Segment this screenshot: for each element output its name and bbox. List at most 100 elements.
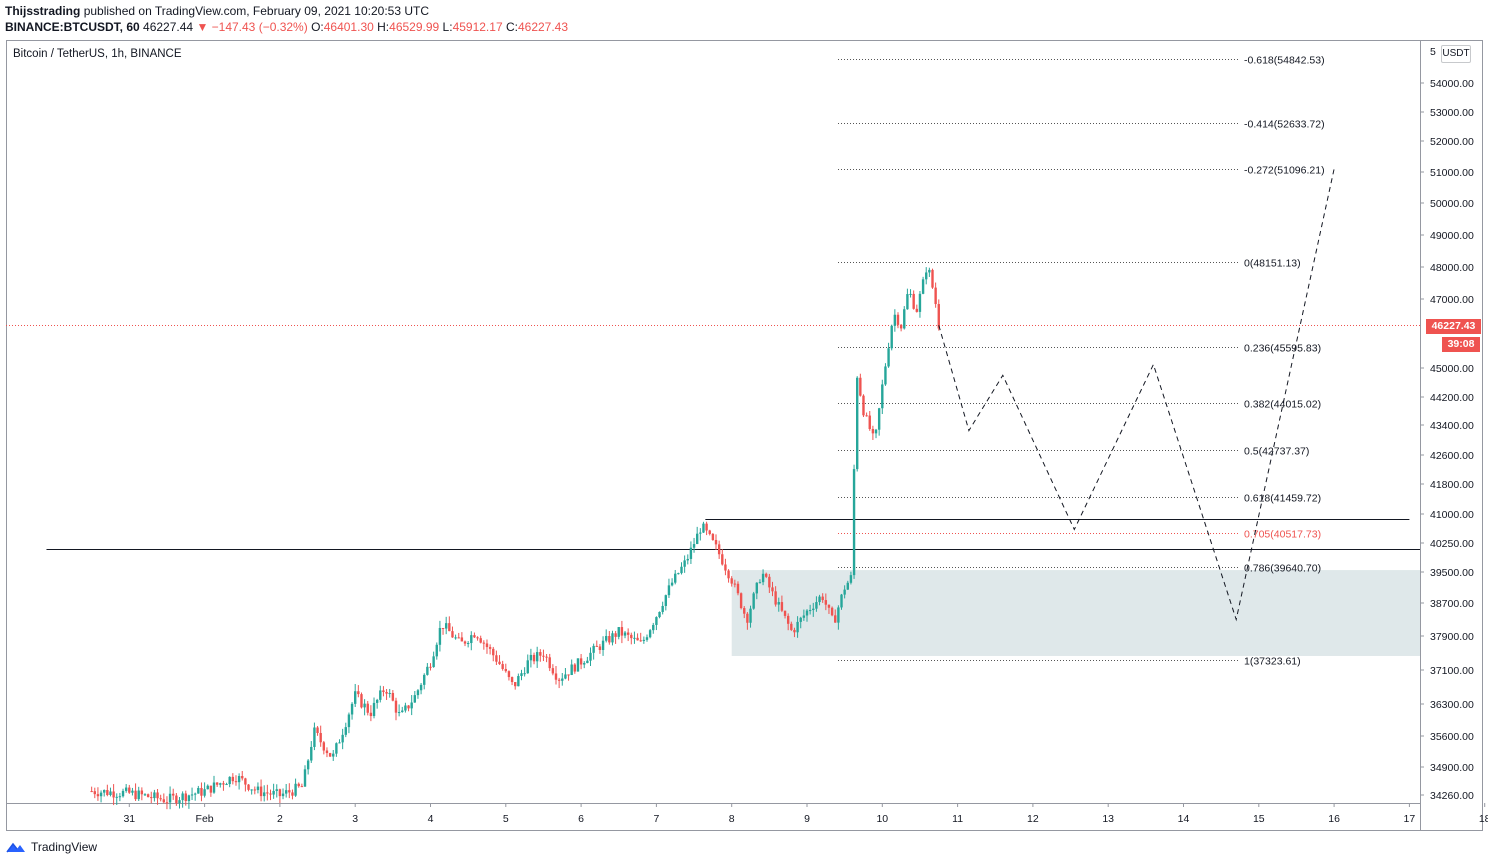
x-tick-label: 7 xyxy=(653,813,659,825)
candle-body xyxy=(620,627,624,636)
candle-body xyxy=(840,594,843,608)
candle-body xyxy=(783,610,787,616)
candle-body xyxy=(510,677,514,683)
candle-body xyxy=(877,408,881,430)
candle-body xyxy=(805,610,809,616)
candle-body xyxy=(812,608,815,611)
candle-body xyxy=(488,647,492,649)
candle-body xyxy=(466,643,470,645)
x-tick-label: 6 xyxy=(578,813,584,825)
candle-body xyxy=(539,652,542,656)
candle-body xyxy=(699,532,702,534)
candle-body xyxy=(237,776,241,783)
x-tick-label: Feb xyxy=(196,813,214,825)
y-tick-label: 41800.00 xyxy=(1430,479,1474,491)
candle-body xyxy=(278,789,282,797)
candle-body xyxy=(197,788,200,794)
candle-body xyxy=(915,308,919,312)
candle-body xyxy=(856,377,859,470)
candle-body xyxy=(786,615,790,624)
candle-body xyxy=(683,560,686,567)
candle-body xyxy=(338,742,341,744)
candle-body xyxy=(871,428,875,434)
candle-body xyxy=(680,566,683,574)
candle-body xyxy=(485,643,489,648)
candle-body xyxy=(300,786,304,788)
candle-body xyxy=(385,692,388,694)
y-tick-label: 34260.00 xyxy=(1430,790,1474,802)
candle-body xyxy=(382,690,385,693)
candle-body xyxy=(112,791,115,798)
current-price-tag: 46227.43 xyxy=(1426,319,1481,334)
candle-body xyxy=(121,790,125,797)
candle-body xyxy=(793,629,796,633)
candle-body xyxy=(435,644,438,657)
y-tick-label: 37900.00 xyxy=(1430,631,1474,643)
candle-body xyxy=(504,668,507,672)
footer-brand[interactable]: TradingView xyxy=(31,840,98,854)
candle-body xyxy=(702,523,705,533)
candle-body xyxy=(586,660,589,664)
candle-body xyxy=(564,674,567,679)
x-tick-label: 10 xyxy=(876,813,888,825)
candle-body xyxy=(802,615,806,618)
candle-body xyxy=(611,633,614,643)
candle-body xyxy=(429,666,432,668)
candle-body xyxy=(162,799,166,803)
candle-body xyxy=(256,786,260,791)
x-tick-label: 2 xyxy=(277,813,283,825)
x-tick-label: 15 xyxy=(1253,813,1265,825)
candle-body xyxy=(219,783,222,785)
candle-body xyxy=(780,602,784,611)
candle-body xyxy=(859,377,862,396)
fib-level-label: 0.618(41459.72) xyxy=(1244,493,1321,505)
candle-body xyxy=(532,654,536,662)
candle-body xyxy=(347,714,351,728)
fib-level-label: -0.414(52633.72) xyxy=(1244,119,1325,131)
candle-body xyxy=(372,702,376,717)
candle-body xyxy=(294,783,297,796)
candle-body xyxy=(752,593,755,609)
candle-body xyxy=(146,794,150,798)
candle-body xyxy=(655,617,658,625)
x-tick-label: 4 xyxy=(428,813,434,825)
candle-body xyxy=(768,576,771,588)
candle-body xyxy=(501,664,504,669)
candle-body xyxy=(115,796,118,798)
candle-body xyxy=(438,627,442,645)
candle-body xyxy=(470,635,473,644)
candle-body xyxy=(639,640,642,642)
candle-body xyxy=(212,782,216,793)
candle-body xyxy=(325,750,329,754)
candle-body xyxy=(332,753,335,757)
candle-body xyxy=(313,727,316,747)
candle-body xyxy=(846,582,849,590)
author-name[interactable]: Thijsstrading xyxy=(5,4,81,18)
candle-body xyxy=(670,582,674,586)
candle-body xyxy=(821,596,824,601)
candle-body xyxy=(175,795,178,804)
x-tick-label: 5 xyxy=(503,813,509,825)
candle-body xyxy=(193,793,197,795)
fib-level-label: 0(48151.13) xyxy=(1244,258,1301,270)
candle-body xyxy=(623,632,627,636)
candle-body xyxy=(893,314,897,326)
candle-body xyxy=(743,608,746,614)
currency-unit-button[interactable]: USDT xyxy=(1441,45,1471,63)
x-tick-label: 17 xyxy=(1404,813,1416,825)
candle-body xyxy=(834,615,837,623)
candle-body xyxy=(407,705,410,709)
candle-body xyxy=(228,776,231,785)
candle-body xyxy=(523,673,526,675)
candle-body xyxy=(758,582,762,584)
candle-body xyxy=(520,673,523,677)
candle-body xyxy=(903,309,906,329)
chart-frame xyxy=(6,40,1483,831)
candle-body xyxy=(379,690,382,700)
candle-body xyxy=(288,790,291,793)
candle-body xyxy=(190,794,194,796)
x-tick-label: 18 xyxy=(1479,813,1488,825)
fib-level-label: 0.382(44015.02) xyxy=(1244,399,1321,411)
candle-body xyxy=(275,789,278,791)
